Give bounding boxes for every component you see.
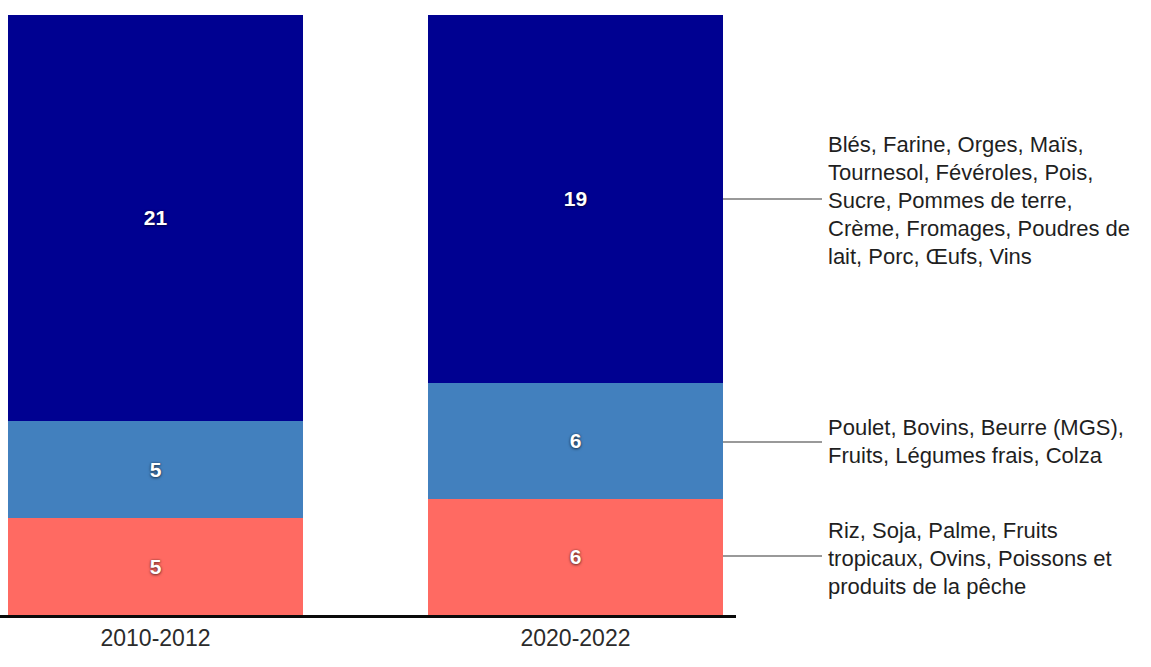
segment-value-label: 5 — [150, 555, 162, 579]
x-axis-line — [0, 615, 736, 618]
segment-mid-products-2010-2012: 5 — [8, 421, 303, 518]
segment-value-label: 21 — [144, 206, 167, 230]
bar-2020-2022: 19 6 6 — [428, 15, 723, 615]
bar-2010-2012: 21 5 5 — [8, 15, 303, 615]
legend-label-top-segment: Blés, Farine, Orges, Maïs, Tournesol, Fé… — [828, 131, 1148, 271]
segment-blue-main-products-2020-2022: 19 — [428, 15, 723, 383]
segment-value-label: 5 — [150, 458, 162, 482]
segment-value-label: 6 — [570, 429, 582, 453]
segment-value-label: 6 — [570, 545, 582, 569]
segment-tropical-products-2010-2012: 5 — [8, 518, 303, 615]
legend-connector-line-top-segment — [723, 198, 822, 200]
legend-label-middle-segment: Poulet, Bovins, Beurre (MGS), Fruits, Lé… — [828, 414, 1148, 470]
legend-connector-line-bottom-segment — [723, 555, 822, 557]
segment-mid-products-2020-2022: 6 — [428, 383, 723, 499]
legend-label-bottom-segment: Riz, Soja, Palme, Fruits tropicaux, Ovin… — [828, 517, 1148, 601]
segment-tropical-products-2020-2022: 6 — [428, 499, 723, 615]
x-axis-label-2020-2022: 2020-2022 — [428, 625, 723, 652]
legend-connector-line-middle-segment — [723, 441, 822, 443]
segment-value-label: 19 — [564, 187, 587, 211]
segment-blue-main-products-2010-2012: 21 — [8, 15, 303, 421]
x-axis-label-2010-2012: 2010-2012 — [8, 625, 303, 652]
stacked-bar-chart: 21 5 5 19 6 6 2010-2012 2020-2022 Blés, … — [0, 0, 1151, 667]
